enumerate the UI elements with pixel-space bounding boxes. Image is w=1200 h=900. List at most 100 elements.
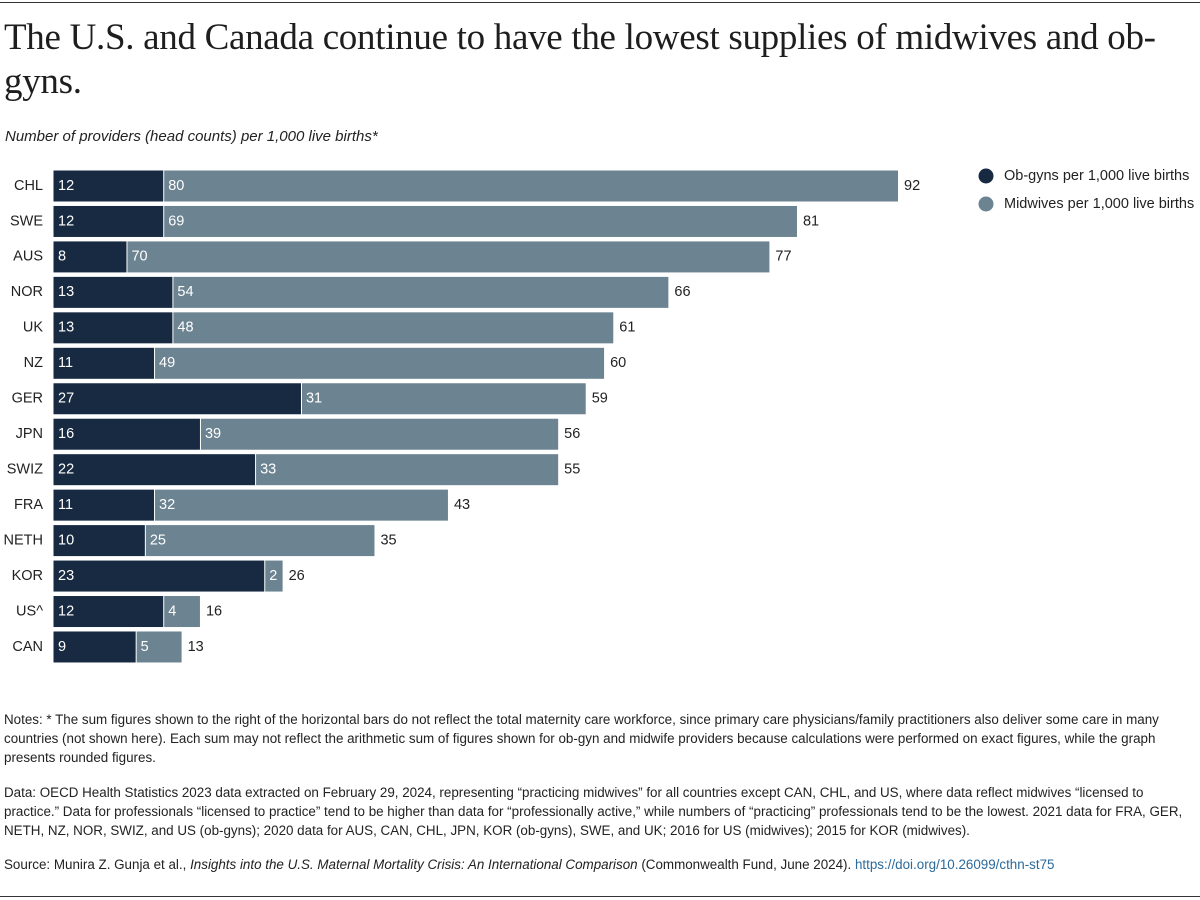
total-label: 16 — [206, 603, 222, 619]
bar-segment — [53, 276, 173, 308]
y-tick-label: NOR — [11, 284, 43, 300]
bar-segment — [53, 596, 164, 628]
bar-segment — [53, 347, 155, 379]
value-label: 12 — [58, 603, 74, 619]
value-label: 10 — [58, 532, 74, 548]
total-label: 56 — [564, 426, 580, 442]
data-note: Data: OECD Health Statistics 2023 data e… — [4, 785, 1183, 838]
notes: Notes: * The sum figures shown to the ri… — [4, 712, 1159, 765]
source-text: (Commonwealth Fund, June 2024). — [637, 857, 855, 872]
bar-segment — [127, 241, 770, 273]
y-tick-label: CAN — [12, 639, 43, 655]
total-label: 61 — [619, 320, 635, 336]
legend-label: Ob-gyns per 1,000 live births — [1004, 168, 1189, 184]
total-label: 60 — [610, 355, 626, 371]
value-label: 32 — [159, 497, 175, 513]
value-label: 22 — [58, 462, 74, 478]
y-tick-label: UK — [23, 320, 43, 336]
y-tick-label: GER — [12, 391, 43, 407]
bar-segment — [173, 312, 614, 344]
total-label: 55 — [564, 462, 580, 478]
y-tick-label: SWE — [10, 213, 43, 229]
total-label: 66 — [674, 284, 690, 300]
total-label: 26 — [289, 568, 305, 584]
top-rule — [0, 2, 1200, 3]
value-label: 39 — [205, 426, 221, 442]
y-tick-label: CHL — [14, 178, 43, 194]
value-label: 69 — [168, 213, 184, 229]
total-label: 59 — [592, 391, 608, 407]
y-tick-label: US^ — [16, 603, 43, 619]
legend-swatch — [978, 168, 994, 184]
total-label: 13 — [188, 639, 204, 655]
total-label: 92 — [904, 178, 920, 194]
value-label: 13 — [58, 320, 74, 336]
value-label: 23 — [58, 568, 74, 584]
bar-segment — [53, 454, 256, 486]
value-label: 8 — [58, 249, 66, 265]
y-tick-label: AUS — [13, 249, 43, 265]
legend-swatch — [978, 196, 994, 212]
value-label: 13 — [58, 284, 74, 300]
bar-segment — [53, 205, 164, 237]
value-label: 9 — [58, 639, 66, 655]
bar-segment — [53, 525, 145, 557]
chart-subtitle: Number of providers (head counts) per 1,… — [5, 128, 378, 145]
total-label: 77 — [775, 249, 791, 265]
bar-segment — [53, 418, 200, 450]
bar-segment — [53, 312, 173, 344]
bar-segment — [53, 241, 127, 273]
bar-segment — [53, 489, 155, 521]
bar-segment — [145, 525, 375, 557]
value-label: 54 — [177, 284, 193, 300]
source-title: Insights into the U.S. Maternal Mortalit… — [190, 857, 638, 872]
bar-segment — [53, 560, 265, 592]
y-tick-label: NETH — [4, 532, 43, 548]
chart-title: The U.S. and Canada continue to have the… — [4, 17, 1156, 102]
source-text: Source: Munira Z. Gunja et al., — [4, 857, 191, 872]
bar-segment — [164, 596, 200, 628]
bar-segment — [53, 170, 164, 202]
value-label: 11 — [58, 355, 73, 371]
bottom-rule — [0, 896, 1200, 897]
value-label: 12 — [58, 213, 74, 229]
legend-label: Midwives per 1,000 live births — [1004, 196, 1194, 212]
value-label: 2 — [269, 568, 277, 584]
bar-segment — [164, 205, 797, 237]
value-label: 80 — [168, 178, 184, 194]
y-tick-label: NZ — [24, 355, 43, 371]
total-label: 43 — [454, 497, 470, 513]
total-label: 81 — [803, 213, 819, 229]
source-link[interactable]: https://doi.org/10.26099/cthn-st75 — [854, 857, 1055, 872]
value-label: 25 — [150, 532, 166, 548]
value-label: 27 — [58, 391, 74, 407]
value-label: 12 — [58, 178, 74, 194]
value-label: 49 — [159, 355, 175, 371]
bar-segment — [256, 454, 559, 486]
bar-segment — [53, 383, 301, 415]
y-tick-label: KOR — [12, 568, 43, 584]
bar-segment — [155, 489, 448, 521]
source: Source: Munira Z. Gunja et al., Insights… — [4, 855, 1196, 874]
bar-segment — [200, 418, 559, 450]
value-label: 11 — [58, 497, 73, 513]
bar-segment — [164, 170, 898, 202]
value-label: 33 — [260, 462, 276, 478]
bar-segment — [155, 347, 605, 379]
bar-segment — [53, 631, 136, 663]
y-tick-label: JPN — [16, 426, 43, 442]
value-label: 4 — [168, 603, 176, 619]
y-tick-label: FRA — [14, 497, 43, 513]
bar-segment — [173, 276, 669, 308]
total-label: 35 — [380, 532, 396, 548]
bar-segment — [301, 383, 586, 415]
y-tick-label: SWIZ — [7, 462, 43, 478]
value-label: 5 — [141, 639, 149, 655]
value-label: 31 — [306, 391, 322, 407]
value-label: 16 — [58, 426, 74, 442]
value-label: 48 — [177, 320, 193, 336]
bar-segment — [136, 631, 182, 663]
value-label: 70 — [131, 249, 147, 265]
